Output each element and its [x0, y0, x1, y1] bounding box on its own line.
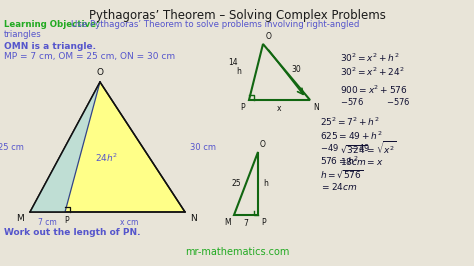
- Text: 14: 14: [228, 58, 238, 67]
- Text: O: O: [260, 140, 266, 149]
- Text: P: P: [261, 218, 265, 227]
- Text: M: M: [224, 218, 231, 227]
- Text: O: O: [266, 32, 272, 41]
- Text: $18cm = x$: $18cm = x$: [340, 156, 383, 167]
- Text: 30: 30: [292, 64, 301, 73]
- Text: $30^2 = x^2 + h^2$: $30^2 = x^2 + h^2$: [340, 52, 400, 64]
- Text: $h = \sqrt{576}$: $h = \sqrt{576}$: [320, 168, 363, 180]
- Text: 30 cm: 30 cm: [190, 143, 216, 152]
- Text: h: h: [263, 179, 268, 188]
- Text: $625 = 49 + h^2$: $625 = 49 + h^2$: [320, 130, 383, 142]
- Text: $576 = h^2$: $576 = h^2$: [320, 155, 359, 167]
- Text: 7: 7: [244, 219, 248, 228]
- Text: $30^2 = x^2 + 24^2$: $30^2 = x^2 + 24^2$: [340, 66, 405, 78]
- Text: OMN is a triangle.: OMN is a triangle.: [4, 42, 96, 51]
- Text: Work out the length of PN.: Work out the length of PN.: [4, 228, 140, 237]
- Text: $24h^2$: $24h^2$: [95, 152, 118, 164]
- Text: 25: 25: [231, 179, 241, 188]
- Text: x cm: x cm: [120, 218, 138, 227]
- Text: N: N: [190, 214, 197, 223]
- Text: Use Pythagoras’ Theorem to solve problems involving right-angled: Use Pythagoras’ Theorem to solve problem…: [71, 20, 359, 29]
- Polygon shape: [30, 82, 185, 212]
- Text: O: O: [97, 68, 103, 77]
- Text: mr-mathematics.com: mr-mathematics.com: [185, 247, 289, 257]
- Text: 25 cm: 25 cm: [0, 143, 24, 152]
- Text: P: P: [64, 216, 69, 225]
- Text: 7 cm: 7 cm: [38, 218, 57, 227]
- Text: Learning Objective:: Learning Objective:: [4, 20, 102, 29]
- Text: $25^2 = 7^2 + h^2$: $25^2 = 7^2 + h^2$: [320, 116, 380, 128]
- Text: P: P: [240, 103, 245, 112]
- Text: $900 = x^2 + 576$: $900 = x^2 + 576$: [340, 84, 407, 96]
- Text: triangles: triangles: [4, 30, 42, 39]
- Text: h: h: [236, 68, 241, 77]
- Text: $\sqrt{324} = \sqrt{x^2}$: $\sqrt{324} = \sqrt{x^2}$: [340, 140, 397, 156]
- Text: $= 24cm$: $= 24cm$: [320, 181, 357, 192]
- Text: M: M: [16, 214, 24, 223]
- Text: x: x: [277, 104, 282, 113]
- Text: $-576$         $-576$: $-576$ $-576$: [340, 96, 410, 107]
- Text: N: N: [313, 103, 319, 112]
- Text: $-49$     $-49$: $-49$ $-49$: [320, 142, 370, 153]
- Text: Pythagoras’ Theorem – Solving Complex Problems: Pythagoras’ Theorem – Solving Complex Pr…: [89, 9, 385, 22]
- Text: MP = 7 cm, OM = 25 cm, ON = 30 cm: MP = 7 cm, OM = 25 cm, ON = 30 cm: [4, 52, 175, 61]
- Polygon shape: [30, 82, 100, 212]
